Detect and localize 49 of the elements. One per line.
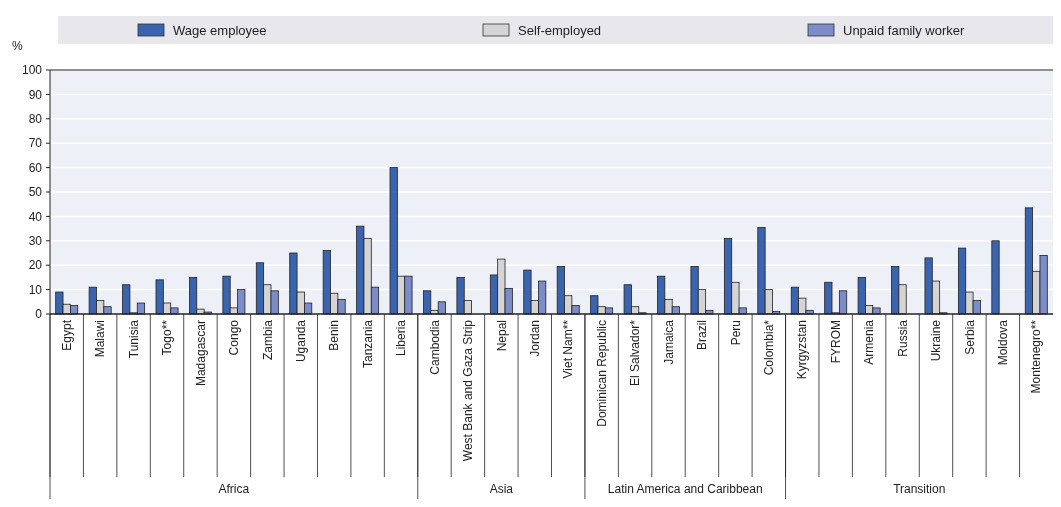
x-tick-label: El Salvador*: [628, 319, 643, 387]
y-tick-label: 40: [28, 209, 43, 224]
x-tick-label: Tanzania: [360, 319, 375, 369]
y-tick-label: 0: [35, 307, 43, 322]
text: Africa: [218, 482, 250, 496]
x-tick-label: Serbia: [962, 319, 977, 355]
y-tick-label: 10: [28, 282, 43, 297]
x-tick-label: Jordan: [527, 320, 542, 357]
y-tick-label: 60: [28, 160, 43, 175]
x-tick-label: Brazil: [695, 320, 710, 351]
y-tick-label: 70: [28, 136, 43, 151]
x-tick-label: Russia: [895, 319, 910, 357]
x-tick-label: Peru: [728, 320, 743, 346]
x-tick-label: Malawi: [93, 320, 108, 358]
legend-label: Wage employee: [173, 22, 267, 38]
x-tick-label: West Bank and Gaza Strip: [461, 319, 476, 462]
y-axis-title: %: [12, 39, 23, 53]
x-tick-label: Moldova: [996, 319, 1011, 366]
legend-label: Unpaid family worker: [843, 22, 966, 38]
x-tick-label: Nepal: [494, 320, 509, 352]
x-tick-label: Egypt: [59, 319, 74, 351]
text: Transition: [893, 482, 946, 496]
x-tick-label: Congo: [227, 319, 242, 356]
x-tick-label: Madagascar: [193, 320, 208, 387]
x-tick-label: Liberia: [394, 319, 409, 357]
x-tick-label: Colombia*: [762, 319, 777, 376]
x-tick-label: FYROM: [828, 320, 843, 364]
text: Asia: [489, 482, 514, 496]
x-tick-label: Kyrgyzstan: [795, 320, 810, 380]
x-tick-label: Viet Nam**: [561, 319, 576, 379]
x-tick-label: Uganda: [293, 319, 308, 363]
x-tick-label: Tunisia: [126, 319, 141, 359]
x-tick-label: Jamaica: [661, 319, 676, 365]
y-tick-label: 80: [28, 112, 43, 126]
y-tick-label: 90: [28, 87, 43, 102]
y-tick-label: 50: [28, 185, 43, 200]
legend-label: Self-employed: [518, 22, 602, 38]
x-tick-label: Dominican Republic: [594, 320, 609, 427]
y-tick-label: 100: [21, 63, 43, 78]
x-tick-label: Armenia: [862, 319, 877, 365]
y-tick-label: 30: [28, 234, 43, 248]
x-tick-label: Ukraine: [929, 319, 944, 362]
x-tick-label: Zambia: [260, 319, 275, 361]
y-tick-label: 20: [28, 258, 43, 273]
x-tick-label: Cambodia: [427, 319, 442, 375]
x-tick-label: Benin: [327, 320, 342, 351]
text: Latin America and Caribbean: [607, 482, 763, 496]
x-tick-label: Montenegro**: [1029, 319, 1044, 394]
x-tick-label: Togo**: [160, 319, 175, 356]
